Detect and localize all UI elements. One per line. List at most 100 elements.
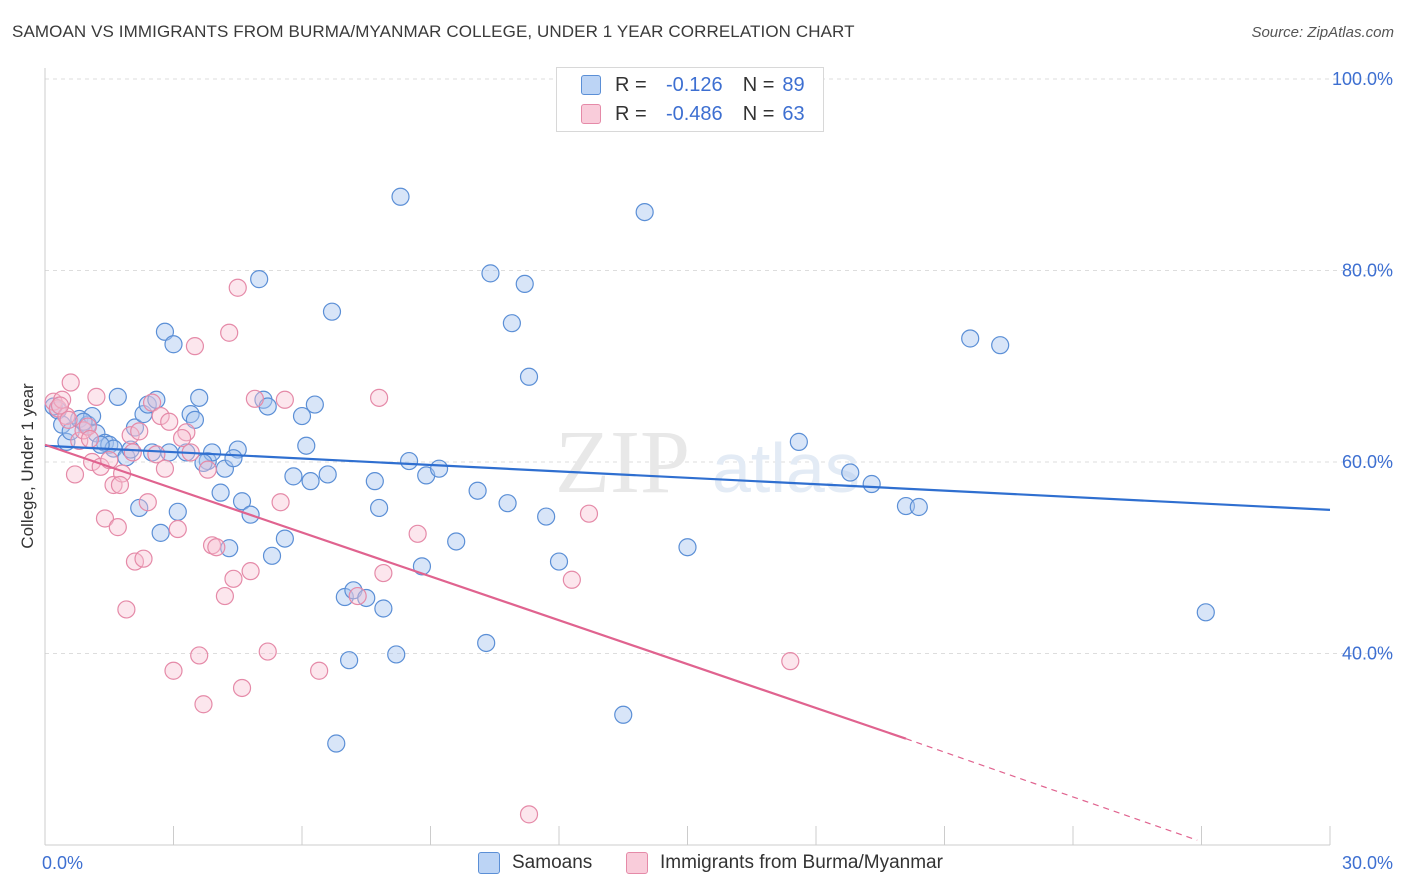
samoans-point [789,432,808,451]
samoans-point [391,187,410,206]
y-tick-label: 100.0% [1332,69,1393,89]
samoans-point [190,388,209,407]
burma-point [108,518,127,537]
trend-lines [44,443,1331,841]
legend-label: Immigrants from Burma/Myanmar [660,852,943,873]
burma-point [59,410,78,429]
burma-point [61,373,80,392]
samoans-point [909,497,928,517]
samoans-point [412,557,432,576]
burma-legend-swatch [626,852,648,874]
samoans-point [318,465,337,484]
samoans-point [502,314,521,333]
samoans-point [284,467,303,486]
burma-point [117,600,136,619]
samoans-point [327,734,346,753]
burma-point [194,695,213,714]
watermark: ZIP atlas [555,413,860,512]
burma-point [185,337,205,356]
burma-point [781,652,800,671]
burma-point [228,278,247,297]
burma-point [245,389,264,408]
r-label: R = [615,102,647,125]
samoans-point [151,523,170,542]
samoans-point [228,440,247,459]
samoans-point [841,463,860,482]
burma-point [519,805,539,824]
burma-trend-extension [905,738,1198,841]
samoans-point [305,395,324,414]
burma-point [408,524,427,543]
samoans-point [549,552,569,571]
r-label: R = [615,73,647,96]
burma-point [579,504,599,523]
burma-point [220,323,239,342]
samoans-point [168,502,187,521]
y-axis-label: College, Under 1 year [18,383,37,549]
burma-point [562,570,581,589]
samoans-point [477,633,496,653]
samoans-point [515,274,534,294]
samoans-point [961,329,980,348]
burma-point [370,388,389,407]
samoans-point [340,651,359,670]
n-value: 63 [782,102,805,125]
samoans-point [232,492,252,511]
samoans-point [250,270,269,289]
burma-point [134,549,153,568]
burma-point [207,538,226,557]
samoans-point [275,529,294,548]
samoans-point [297,436,316,455]
legend-row-burma: R = -0.486 N = 63 [581,102,805,126]
samoans-point [185,410,205,429]
samoans-point [896,496,916,516]
samoans-point [519,367,539,386]
burma-point [258,642,277,661]
legend-label: Samoans [512,852,593,873]
n-value: 89 [782,73,805,96]
burma-point [160,412,179,431]
correlation-legend: R = -0.126 N = 89 R = -0.486 N = 63 [556,67,824,132]
burma-point [164,661,183,680]
samoans-legend-swatch [478,852,500,874]
samoans-point [399,451,419,471]
samoans-point [365,472,384,491]
burma-point [80,429,100,449]
burma-points [44,278,800,824]
samoans-point [1196,603,1215,622]
chart-title: SAMOAN VS IMMIGRANTS FROM BURMA/MYANMAR … [12,22,855,41]
watermark-atlas: atlas [712,429,860,507]
x-tick-label-max: 30.0% [1342,853,1393,873]
burma-point [172,428,192,448]
burma-point [348,586,367,606]
y-tick-label: 80.0% [1342,261,1393,281]
burma-point [110,475,130,495]
burma-point [130,422,149,441]
samoans-point [164,335,183,354]
source-credit: Source: ZipAtlas.com [1251,24,1394,41]
burma-point [232,678,252,698]
burma-point [224,569,243,588]
samoans-point [374,599,393,618]
samoans-point [862,474,881,494]
samoans-point [481,264,500,283]
tick-labels: 40.0% 60.0% 80.0% 100.0% 0.0% 30.0% [42,69,1393,873]
samoans-point [301,472,320,491]
samoans-point [387,645,406,664]
burma-point [95,509,115,528]
samoans-point [498,494,517,513]
samoans-swatch [581,75,601,95]
samoans-point [108,387,127,406]
r-value: -0.486 [665,102,723,125]
burma-point [50,396,70,415]
samoans-point [614,705,633,724]
legend-item-samoans: Samoans [478,852,592,874]
y-tick-label: 60.0% [1342,452,1393,472]
legend-row-samoans: R = -0.126 N = 89 [581,73,805,97]
samoans-point [678,538,697,557]
burma-point [241,562,260,581]
n-label: N = [742,73,775,96]
samoans-point [537,507,556,526]
samoans-point [370,498,389,518]
